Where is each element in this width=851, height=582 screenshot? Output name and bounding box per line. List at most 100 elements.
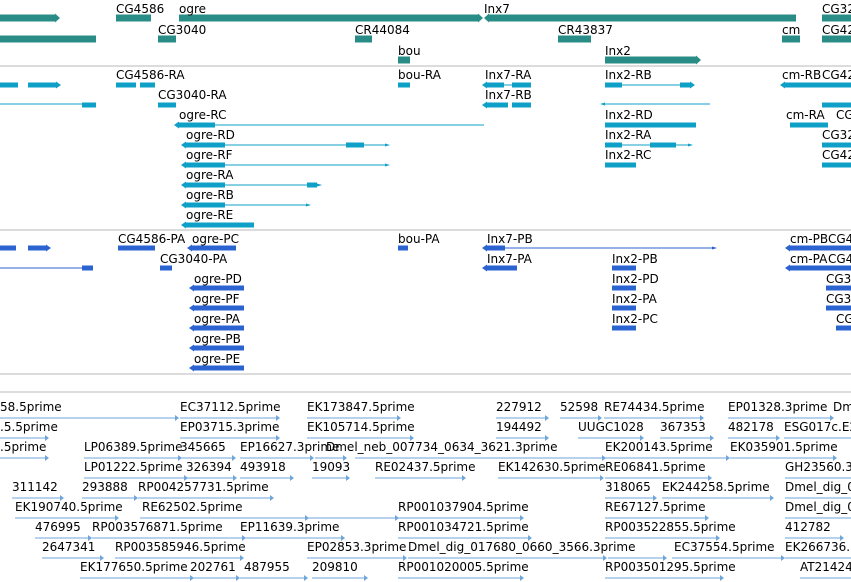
- feature-label[interactable]: RP003585946.5prime: [115, 540, 246, 554]
- feature-label[interactable]: 326394: [186, 460, 232, 474]
- feature-est-arrow[interactable]: [395, 515, 399, 521]
- feature-strand-arrow[interactable]: [688, 143, 693, 147]
- feature-strand-arrow[interactable]: [306, 203, 311, 207]
- feature-strand-arrow[interactable]: [484, 13, 489, 23]
- feature-est-arrow[interactable]: [520, 575, 524, 581]
- feature-exon[interactable]: [186, 162, 225, 168]
- feature-label[interactable]: cm-PA: [790, 252, 828, 266]
- feature-label[interactable]: 227912: [496, 400, 542, 414]
- feature-est-arrow[interactable]: [520, 515, 524, 521]
- feature-label[interactable]: Inx7-RA: [485, 68, 532, 82]
- feature-exon[interactable]: [186, 222, 254, 228]
- feature-label[interactable]: 412782: [785, 520, 831, 534]
- feature-label[interactable]: Inx2-RC: [605, 148, 651, 162]
- feature-exon[interactable]: [790, 122, 828, 128]
- feature-est-arrow[interactable]: [770, 495, 774, 501]
- feature-est-arrow[interactable]: [88, 535, 92, 541]
- feature-cds[interactable]: [790, 245, 830, 251]
- feature-label[interactable]: Dm: [833, 400, 851, 414]
- feature-est-arrow[interactable]: [726, 455, 730, 461]
- feature-est-arrow[interactable]: [276, 415, 280, 421]
- feature-label[interactable]: RP001034721.5prime: [398, 520, 529, 534]
- feature-exon[interactable]: [158, 102, 176, 108]
- feature-exon[interactable]: [398, 82, 410, 88]
- feature-label[interactable]: ogre-RC: [179, 108, 226, 122]
- feature-label[interactable]: AT21424: [800, 560, 851, 574]
- feature-est-arrow[interactable]: [305, 515, 309, 521]
- feature-cds[interactable]: [612, 305, 636, 311]
- feature-gene[interactable]: [355, 35, 372, 43]
- feature-strand-arrow[interactable]: [189, 284, 194, 292]
- feature-cds[interactable]: [612, 265, 636, 271]
- feature-cds[interactable]: [82, 265, 93, 271]
- feature-strand-arrow[interactable]: [482, 244, 487, 252]
- feature-label[interactable]: EP01328.3prime: [728, 400, 827, 414]
- feature-exon[interactable]: [140, 82, 155, 88]
- feature-exon[interactable]: [680, 82, 690, 88]
- feature-est-arrow[interactable]: [653, 495, 657, 501]
- feature-est-arrow[interactable]: [640, 435, 644, 441]
- feature-cds[interactable]: [836, 325, 851, 331]
- feature-exon[interactable]: [82, 102, 96, 108]
- feature-label[interactable]: cm: [782, 23, 800, 37]
- feature-label[interactable]: CG: [836, 312, 851, 326]
- feature-label[interactable]: ogre-RA: [186, 168, 234, 182]
- feature-label[interactable]: Inx7-PA: [487, 252, 533, 266]
- feature-label[interactable]: CG3040-PA: [160, 252, 228, 266]
- feature-strand-arrow[interactable]: [478, 13, 483, 23]
- feature-est-arrow[interactable]: [397, 415, 401, 421]
- feature-strand-arrow[interactable]: [317, 183, 322, 187]
- feature-label[interactable]: CG3: [826, 272, 851, 286]
- feature-label[interactable]: RP003576871.5prime: [92, 520, 223, 534]
- feature-est-arrow[interactable]: [700, 415, 704, 421]
- feature-label[interactable]: EP03715.3prime: [180, 420, 279, 434]
- feature-intron-line[interactable]: [225, 164, 385, 166]
- feature-est-arrow[interactable]: [343, 455, 347, 461]
- feature-label[interactable]: bou-RA: [398, 68, 442, 82]
- feature-label[interactable]: cm-RA: [786, 108, 825, 122]
- feature-strand-arrow[interactable]: [482, 101, 487, 109]
- feature-label[interactable]: Inx7: [484, 2, 510, 16]
- feature-cds[interactable]: [118, 245, 155, 251]
- feature-intron-line[interactable]: [605, 84, 690, 86]
- feature-label[interactable]: EK177650.5prime: [80, 560, 188, 574]
- feature-cds[interactable]: [487, 247, 712, 249]
- feature-label[interactable]: CG3040-RA: [158, 88, 227, 102]
- feature-strand-arrow[interactable]: [46, 244, 51, 252]
- feature-label[interactable]: RP003501295.5prime: [605, 560, 736, 574]
- feature-est-arrow[interactable]: [115, 515, 119, 521]
- feature-est-arrow[interactable]: [403, 555, 407, 561]
- feature-est-arrow[interactable]: [270, 495, 274, 501]
- feature-gene[interactable]: [489, 14, 796, 22]
- feature-strand-arrow[interactable]: [385, 143, 390, 147]
- feature-strand-arrow[interactable]: [482, 81, 487, 89]
- feature-cds[interactable]: [790, 265, 830, 271]
- feature-label[interactable]: 318065: [605, 480, 651, 494]
- feature-label[interactable]: ESG017c.E2: [784, 420, 851, 434]
- feature-label[interactable]: bou-PA: [398, 232, 440, 246]
- feature-est-arrow[interactable]: [341, 535, 345, 541]
- feature-est-arrow[interactable]: [310, 455, 314, 461]
- feature-est-arrow[interactable]: [545, 415, 549, 421]
- feature-label[interactable]: Inx2-PA: [612, 292, 658, 306]
- feature-exon[interactable]: [512, 102, 531, 108]
- feature-label[interactable]: ogre-PC: [192, 232, 239, 246]
- feature-gene[interactable]: [782, 35, 800, 43]
- feature-label[interactable]: ogre-PA: [194, 312, 241, 326]
- feature-label[interactable]: LP06389.5prime: [84, 440, 183, 454]
- feature-est-arrow[interactable]: [45, 455, 49, 461]
- feature-label[interactable]: Inx7-RB: [485, 88, 532, 102]
- feature-est-arrow[interactable]: [602, 455, 606, 461]
- feature-label[interactable]: Dmel_dig_017680_0660_3566.3prime: [408, 540, 636, 554]
- feature-label[interactable]: ogre-PF: [194, 292, 240, 306]
- feature-exon[interactable]: [822, 82, 851, 88]
- feature-gene[interactable]: [605, 56, 696, 64]
- feature-label[interactable]: CG42: [822, 23, 851, 37]
- feature-strand-arrow[interactable]: [174, 121, 179, 129]
- feature-cds[interactable]: [826, 305, 851, 311]
- feature-cds[interactable]: [612, 285, 636, 291]
- feature-cds[interactable]: [192, 245, 236, 251]
- feature-label[interactable]: RP004257731.5prime: [138, 480, 269, 494]
- feature-label[interactable]: EK105714.5prime: [307, 420, 415, 434]
- feature-est-arrow[interactable]: [364, 575, 368, 581]
